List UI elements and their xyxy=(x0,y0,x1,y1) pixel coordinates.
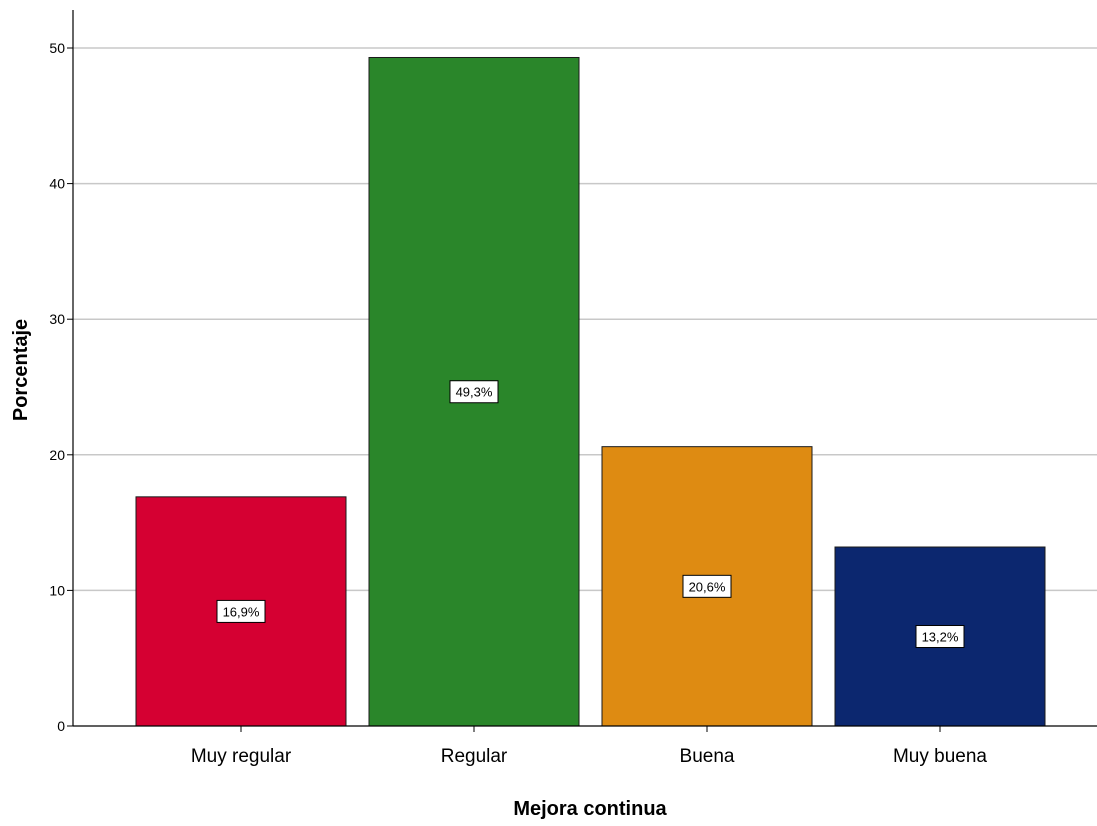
y-axis-title: Porcentaje xyxy=(10,319,32,421)
data-label-box xyxy=(216,599,266,623)
y-tick-label: 30 xyxy=(49,311,65,327)
x-category-label: Muy buena xyxy=(893,746,987,767)
data-labels: 16,9% 49,3% 20,6% 13,2% xyxy=(216,380,965,649)
x-category-label: Regular xyxy=(441,746,508,767)
data-label-text: 20,6% xyxy=(689,579,726,594)
x-category-label: Muy regular xyxy=(191,746,292,767)
data-label: 13,2% xyxy=(915,625,965,649)
bars xyxy=(135,56,1046,727)
data-label-text: 13,2% xyxy=(922,630,959,645)
data-label-text: 49,3% xyxy=(456,385,493,400)
y-tick-label: 50 xyxy=(49,40,65,56)
tick-labels: 0 10 20 30 40 50 Muy regular Regular Buena Muy bu… xyxy=(49,40,987,767)
data-label-box xyxy=(915,625,965,649)
axes xyxy=(67,10,1097,732)
data-label-text: 16,9% xyxy=(223,604,260,619)
x-category-label: Buena xyxy=(680,746,735,767)
data-label-box xyxy=(682,574,732,598)
x-axis-title: Mejora continua xyxy=(513,798,667,820)
y-tick-label: 40 xyxy=(49,176,65,192)
data-label: 49,3% xyxy=(449,380,499,404)
y-tick-label: 20 xyxy=(49,447,65,463)
y-tick-label: 0 xyxy=(57,718,65,734)
data-label-box xyxy=(449,380,499,404)
y-tick-label: 10 xyxy=(49,582,65,598)
data-label: 16,9% xyxy=(216,599,266,623)
data-label: 20,6% xyxy=(682,574,732,598)
